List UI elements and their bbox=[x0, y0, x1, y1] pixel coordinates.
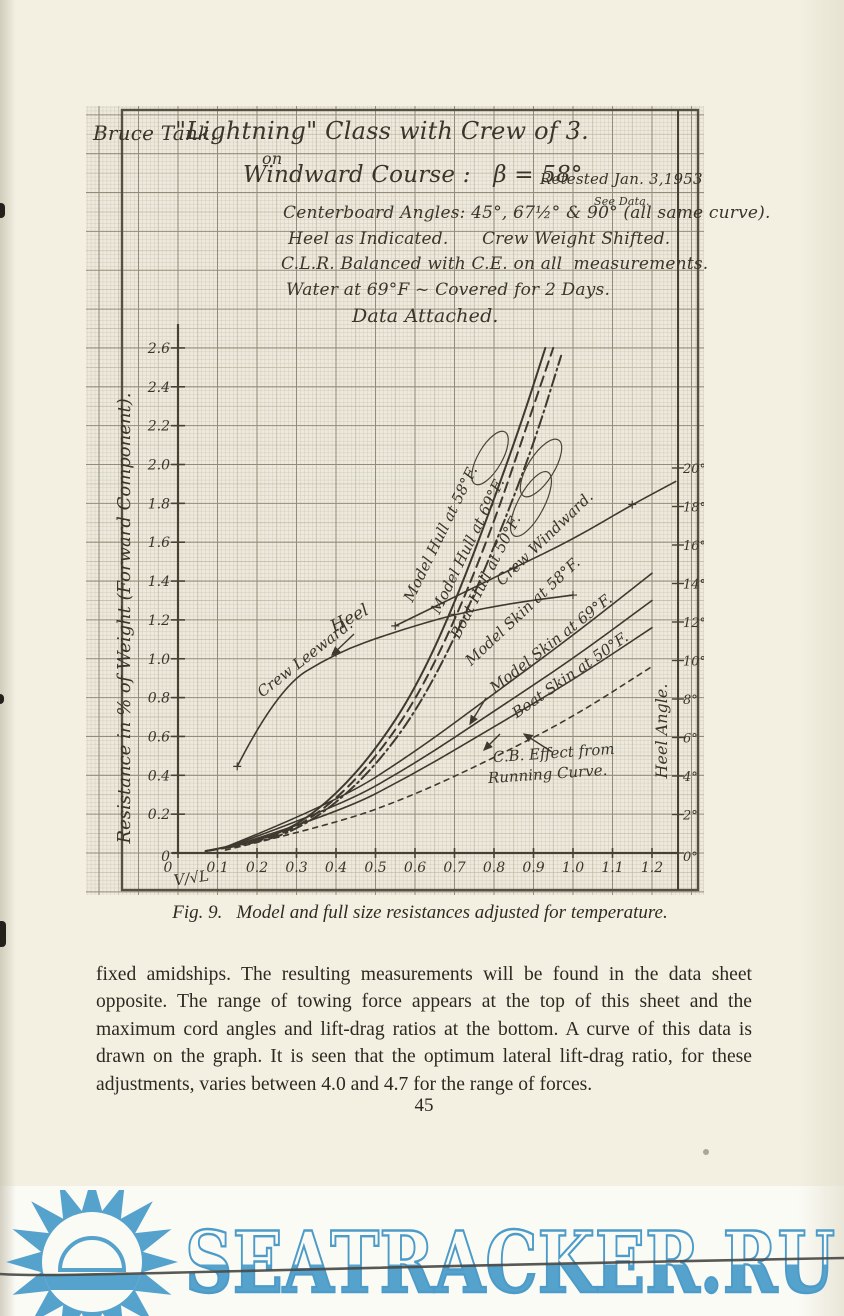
graph-grid bbox=[86, 106, 704, 895]
heel-tick-label: 20° bbox=[682, 462, 704, 477]
handwritten-note: See Data. bbox=[594, 195, 650, 208]
y-tick-label: 0.2 bbox=[148, 807, 170, 823]
scan-speck bbox=[703, 1149, 709, 1155]
grid-major bbox=[86, 106, 704, 895]
x-tick-label: 0.8 bbox=[483, 860, 505, 876]
plus-marker bbox=[569, 591, 577, 600]
handwritten-note: Data Attached. bbox=[352, 305, 499, 327]
curve-model-skin-at-58-f bbox=[224, 572, 653, 848]
heel-tick-label: 0° bbox=[683, 850, 698, 865]
heel-tick-label: 16° bbox=[683, 539, 704, 554]
x-tick-label: 1.0 bbox=[562, 860, 584, 876]
handwritten-note: on bbox=[262, 149, 283, 168]
curve-heel-crew-windward bbox=[394, 480, 677, 627]
curve-model-hull-at-69-f bbox=[204, 346, 555, 853]
page-edge-mark bbox=[0, 921, 6, 947]
page-edge-mark bbox=[0, 203, 5, 218]
x-tick-label: 0.4 bbox=[325, 860, 347, 876]
curve-boat-skin-at-50-f bbox=[224, 626, 653, 850]
label-loop bbox=[471, 430, 509, 486]
curve-label: V/√L bbox=[173, 867, 211, 890]
y-tick-label: 1.2 bbox=[148, 613, 170, 629]
leader-arrow bbox=[330, 633, 355, 656]
body-paragraph: fixed amidships. The resulting measureme… bbox=[96, 963, 752, 1095]
y-tick-label: 0.6 bbox=[148, 729, 170, 745]
x-tick-label: 1.2 bbox=[641, 860, 663, 876]
y-tick-label: 1.6 bbox=[148, 535, 170, 551]
sun-logo-icon bbox=[6, 1190, 178, 1316]
heel-tick-label: 14° bbox=[683, 578, 704, 593]
x-tick-label: 0.5 bbox=[364, 860, 386, 876]
heel-tick-label: 2° bbox=[682, 809, 698, 824]
plus-marker bbox=[628, 500, 637, 509]
x-tick-label: 0.1 bbox=[206, 860, 228, 876]
y-tick-label: 2.0 bbox=[147, 458, 170, 474]
y-tick-label: 0.8 bbox=[148, 691, 170, 707]
x-tick-label: 1.1 bbox=[601, 860, 623, 876]
heel-tick-label: 8° bbox=[683, 693, 698, 708]
handwritten-note: Centerboard Angles: 45°, 67½° & 90° (all… bbox=[283, 203, 771, 223]
handwritten-note: Heel as Indicated. Crew Weight Shifted. bbox=[288, 229, 671, 249]
plus-marker bbox=[391, 621, 400, 630]
x-tick-label: 0.2 bbox=[246, 860, 268, 876]
curve-label: Resistance in % of Weight (Forward Compo… bbox=[114, 393, 135, 845]
curve-c-b-effect-from-running-curve bbox=[224, 665, 653, 851]
plus-marker bbox=[450, 610, 459, 619]
caption-text: Model and full size resistances adjusted… bbox=[236, 902, 668, 923]
y-tick-label: 2.2 bbox=[147, 419, 170, 435]
heel-tick-label: 4° bbox=[682, 770, 698, 785]
x-tick-label: 0 bbox=[164, 860, 173, 876]
graph-canvas: 0 0.1 0.2 0.3 0.4 0.5 0.6 0.7 0.8 0.9 1.0 1.1 1.2 0 0.… bbox=[86, 106, 704, 895]
handwritten-note: Water at 69°F ~ Covered for 2 Days. bbox=[286, 280, 611, 300]
handwritten-note: Bruce Tank. bbox=[93, 121, 217, 145]
curve-boat-hull-at-50-f bbox=[204, 354, 563, 853]
y-tick-label: 0 bbox=[161, 849, 170, 865]
figure-caption: Fig. 9. Model and full size resistances a… bbox=[90, 902, 750, 924]
y-tick-label: 1.8 bbox=[148, 496, 170, 512]
graph-figure: 0 0.1 0.2 0.3 0.4 0.5 0.6 0.7 0.8 0.9 1.0 1.1 1.2 0 0.… bbox=[86, 106, 704, 895]
watermark-text: SEATRACKER.RU bbox=[185, 1213, 835, 1312]
x-tick-label: 0.7 bbox=[443, 860, 465, 876]
handwritten-note: "Lightning" Class with Crew of 3. bbox=[175, 117, 589, 145]
leader-arrow bbox=[483, 733, 501, 751]
handwritten-note: Windward Course : β = 58° bbox=[243, 162, 583, 188]
watermark: SEATRACKER.RU bbox=[0, 1190, 844, 1316]
heel-tick-label: 12° bbox=[683, 616, 704, 631]
label-loop bbox=[509, 471, 553, 537]
label-loop bbox=[519, 438, 563, 498]
heel-tick-label: 6° bbox=[683, 732, 698, 747]
curves-layer bbox=[204, 346, 677, 853]
x-tick-label: 0.3 bbox=[285, 860, 307, 876]
handwritten-note: C.L.R. Balanced with C.E. on all measure… bbox=[281, 254, 709, 274]
scan-line bbox=[0, 1256, 844, 1277]
leader-arrow bbox=[522, 733, 553, 753]
caption-label: Fig. 9. bbox=[172, 902, 223, 923]
grid-medium bbox=[86, 106, 704, 895]
y-tick-label: 2.6 bbox=[147, 341, 170, 357]
y-tick-label: 2.4 bbox=[147, 380, 170, 396]
x-tick-label: 0.6 bbox=[404, 860, 426, 876]
plus-marker bbox=[233, 762, 242, 771]
heel-tick-label: 18° bbox=[683, 501, 704, 516]
curve-label: Heel Angle. bbox=[652, 684, 671, 780]
plus-marker bbox=[509, 564, 518, 573]
handwritten-note: Retested Jan. 3,1953 bbox=[540, 170, 703, 188]
x-tick-label: 0.9 bbox=[522, 860, 544, 876]
leader-arrow bbox=[469, 697, 487, 726]
y-tick-label: 1.0 bbox=[148, 652, 170, 668]
curve-model-skin-at-69-f bbox=[224, 599, 653, 849]
heel-tick-label: 10° bbox=[683, 655, 704, 670]
curve-heel-crew-leeward bbox=[236, 594, 574, 768]
page-number: 45 bbox=[414, 1095, 434, 1116]
y-tick-label: 1.4 bbox=[148, 574, 170, 590]
page-edge-mark bbox=[0, 694, 4, 704]
y-tick-label: 0.4 bbox=[148, 768, 170, 784]
